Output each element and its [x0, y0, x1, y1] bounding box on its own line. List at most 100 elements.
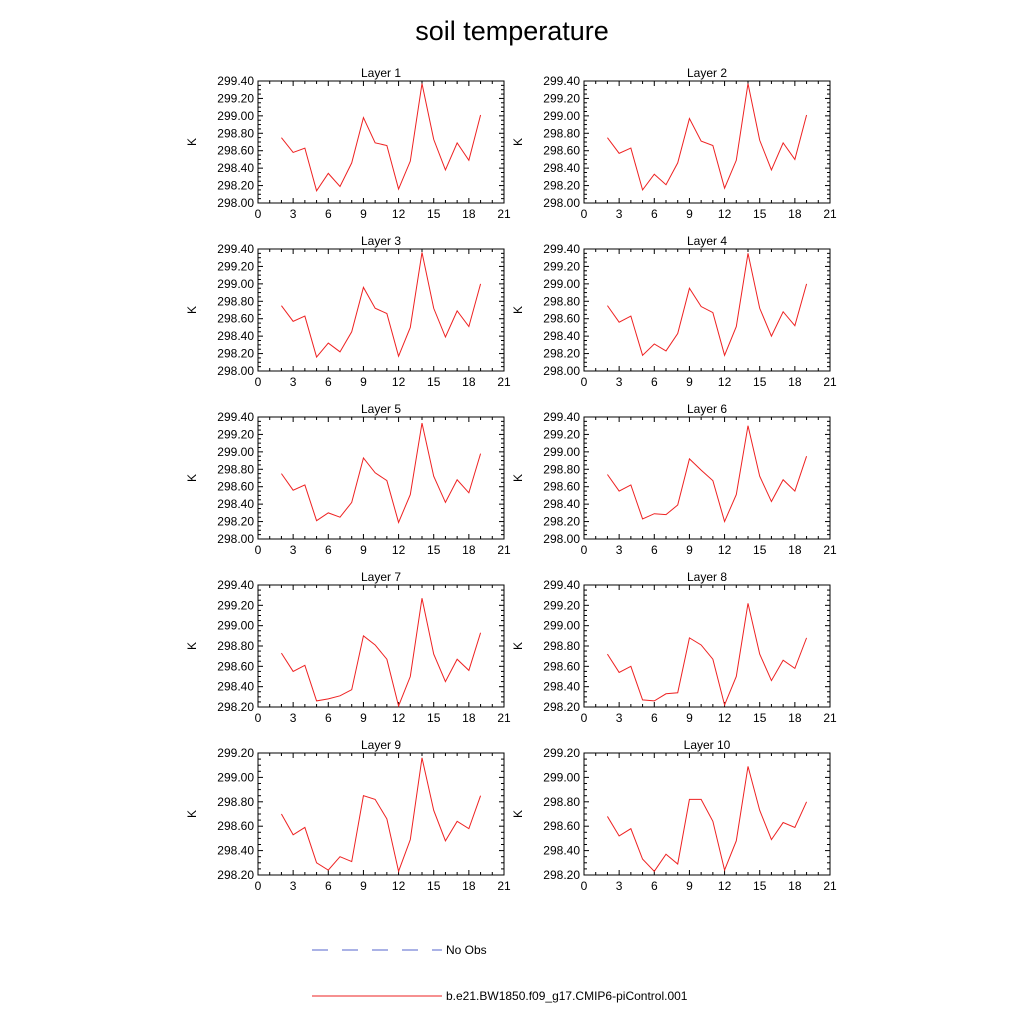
- panel-title: Layer 7: [361, 570, 401, 584]
- y-tick-label: 298.60: [543, 312, 580, 326]
- y-tick-label: 298.00: [217, 364, 254, 378]
- y-tick-label: 299.00: [543, 277, 580, 291]
- y-tick-label: 298.20: [217, 179, 254, 193]
- x-tick-label: 6: [651, 543, 658, 557]
- y-tick-label: 299.40: [217, 74, 254, 88]
- y-tick-label: 299.00: [217, 445, 254, 459]
- y-tick-label: 298.00: [543, 196, 580, 210]
- plot-frame: [257, 584, 505, 708]
- y-tick-label: 298.00: [543, 532, 580, 546]
- x-tick-label: 0: [581, 711, 588, 725]
- y-tick-label: 298.80: [543, 126, 580, 140]
- y-tick-label: 298.60: [543, 819, 580, 833]
- x-tick-label: 0: [581, 543, 588, 557]
- x-tick-label: 18: [462, 543, 476, 557]
- x-tick-label: 3: [616, 207, 623, 221]
- x-tick-label: 12: [392, 711, 406, 725]
- x-tick-label: 21: [823, 543, 837, 557]
- x-tick-label: 15: [427, 375, 441, 389]
- y-tick-label: 298.00: [217, 532, 254, 546]
- x-tick-label: 9: [360, 207, 367, 221]
- panel-layer-4: Layer 4 K 0 3 6 9 12 15 18 21 298.00 298.20 298.40 29…: [511, 234, 837, 389]
- y-tick-label: 299.20: [543, 746, 580, 760]
- y-tick-label: 298.60: [217, 144, 254, 158]
- y-tick-label: 298.40: [217, 161, 254, 175]
- y-axis-label: K: [511, 474, 525, 482]
- panel-title: Layer 8: [687, 570, 727, 584]
- y-tick-label: 298.40: [543, 844, 580, 858]
- y-tick-label: 298.40: [543, 161, 580, 175]
- y-tick-label: 299.20: [217, 598, 254, 612]
- panel-title: Layer 9: [361, 738, 401, 752]
- x-tick-label: 12: [392, 207, 406, 221]
- panel-layer-10: Layer 10 K 0 3 6 9 12 15 18 21 298.20 298.40 298.60 2…: [511, 738, 837, 893]
- y-tick-label: 298.60: [543, 144, 580, 158]
- x-tick-label: 6: [651, 207, 658, 221]
- x-tick-label: 21: [823, 711, 837, 725]
- y-tick-label: 298.60: [217, 312, 254, 326]
- y-tick-label: 299.20: [543, 259, 580, 273]
- y-axis-label: K: [511, 642, 525, 650]
- y-tick-label: 298.20: [217, 868, 254, 882]
- y-axis-label: K: [185, 306, 199, 314]
- y-tick-label: 299.40: [217, 410, 254, 424]
- y-tick-label: 298.40: [217, 680, 254, 694]
- y-tick-label: 299.40: [217, 242, 254, 256]
- series-line-layer-10: [607, 766, 808, 873]
- y-tick-label: 298.80: [217, 126, 254, 140]
- y-tick-label: 299.40: [543, 410, 580, 424]
- series-line-layer-5: [281, 422, 482, 524]
- legend-model-label: b.e21.BW1850.f09_g17.CMIP6-piControl.001: [446, 989, 688, 1003]
- y-tick-label: 298.40: [217, 497, 254, 511]
- panel-layer-2: Layer 2 K 0 3 6 9 12 15 18 21 298.00 298.20 298.40 29…: [511, 66, 837, 221]
- x-tick-label: 6: [325, 207, 332, 221]
- x-tick-label: 9: [686, 879, 693, 893]
- x-tick-label: 18: [788, 375, 802, 389]
- panel-title: Layer 2: [687, 66, 727, 80]
- x-tick-label: 21: [823, 375, 837, 389]
- y-tick-label: 298.40: [217, 329, 254, 343]
- x-tick-label: 0: [581, 375, 588, 389]
- y-tick-label: 298.60: [543, 659, 580, 673]
- x-tick-label: 3: [616, 879, 623, 893]
- y-tick-label: 298.60: [543, 480, 580, 494]
- x-tick-label: 18: [788, 543, 802, 557]
- x-tick-label: 15: [753, 207, 767, 221]
- y-tick-label: 299.00: [217, 109, 254, 123]
- y-tick-label: 298.80: [543, 294, 580, 308]
- y-tick-label: 299.40: [543, 74, 580, 88]
- x-tick-label: 9: [686, 207, 693, 221]
- panel-title: Layer 4: [687, 234, 727, 248]
- y-tick-label: 299.00: [543, 770, 580, 784]
- plot-frame: [257, 80, 505, 204]
- plot-frame: [583, 752, 831, 876]
- panel-layer-8: Layer 8 K 0 3 6 9 12 15 18 21 298.20 298.40 298.60 29…: [511, 570, 837, 725]
- x-tick-label: 6: [651, 879, 658, 893]
- y-tick-label: 298.40: [217, 844, 254, 858]
- x-tick-label: 12: [718, 207, 732, 221]
- panel-title: Layer 5: [361, 402, 401, 416]
- x-tick-label: 12: [718, 711, 732, 725]
- x-tick-label: 0: [255, 207, 262, 221]
- x-tick-label: 3: [290, 375, 297, 389]
- x-tick-label: 18: [462, 711, 476, 725]
- y-tick-label: 299.20: [543, 427, 580, 441]
- x-tick-label: 15: [753, 375, 767, 389]
- panel-title: Layer 10: [684, 738, 731, 752]
- x-tick-label: 21: [823, 207, 837, 221]
- x-tick-label: 0: [255, 375, 262, 389]
- x-tick-label: 0: [255, 711, 262, 725]
- x-tick-label: 9: [686, 375, 693, 389]
- y-tick-label: 298.80: [217, 795, 254, 809]
- y-axis-label: K: [511, 810, 525, 818]
- x-tick-label: 3: [290, 711, 297, 725]
- x-tick-label: 3: [290, 879, 297, 893]
- x-tick-label: 21: [823, 879, 837, 893]
- y-tick-label: 298.40: [543, 329, 580, 343]
- legend-no-obs-label: No Obs: [446, 943, 487, 957]
- y-tick-label: 299.00: [543, 619, 580, 633]
- panel-layer-6: Layer 6 K 0 3 6 9 12 15 18 21 298.00 298.20 298.40 29…: [511, 402, 837, 557]
- y-tick-label: 299.20: [217, 746, 254, 760]
- x-tick-label: 3: [290, 543, 297, 557]
